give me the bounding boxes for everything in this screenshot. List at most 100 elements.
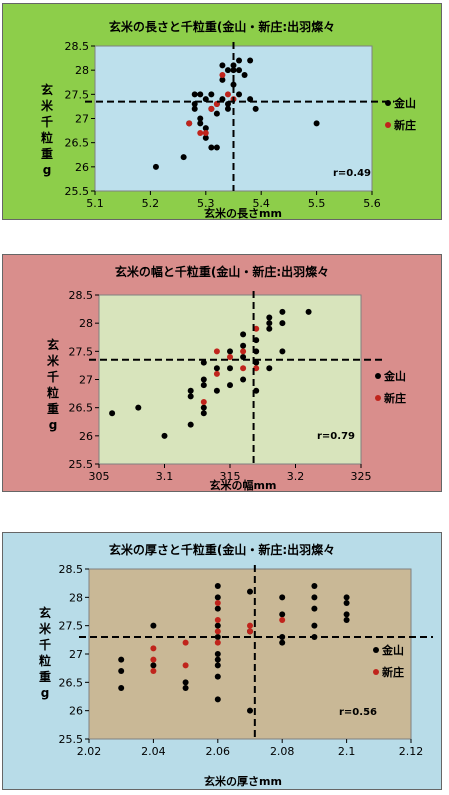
data-point-kaneyama <box>200 376 207 383</box>
data-point-shinjo <box>247 628 253 635</box>
data-point-kaneyama <box>202 125 209 132</box>
data-point-kaneyama <box>150 622 157 629</box>
x-tick-label: 305 <box>89 470 110 483</box>
x-tick-label: 3.2 <box>287 470 305 483</box>
correlation-label: r=0.56 <box>339 707 377 718</box>
data-point-kaneyama <box>240 342 247 349</box>
chart-svg-thickness: 25.5 26 26.5 27 27.5 28 28.5 2.02 2.04 2.06 2.08 2.… <box>59 563 433 758</box>
data-point-kaneyama <box>214 622 221 629</box>
y-tick-label: 26 <box>79 430 93 443</box>
data-point-kaneyama <box>214 662 221 669</box>
data-point-shinjo <box>214 600 221 606</box>
data-point-kaneyama <box>253 387 260 394</box>
data-point-kaneyama <box>279 320 286 327</box>
data-point-kaneyama <box>197 91 204 98</box>
data-point-kaneyama <box>230 81 237 88</box>
y-tick-label: 25.5 <box>65 185 90 198</box>
data-point-kaneyama <box>343 611 350 618</box>
chart-title: 玄米の長さと千粒重(金山・新庄:出羽燦々 <box>108 20 336 34</box>
data-point-kaneyama <box>150 662 157 669</box>
data-point-kaneyama <box>214 656 221 663</box>
data-point-kaneyama <box>266 325 273 332</box>
data-point-kaneyama <box>240 353 247 360</box>
data-point-kaneyama <box>279 611 286 618</box>
chart-panel-length: 25.5 26 26.5 27 27.5 28 28.5 5.1 5.2 5.3 5.4 5.5 5.6… <box>2 3 442 220</box>
data-point-kaneyama <box>200 410 207 417</box>
data-point-kaneyama <box>214 583 221 589</box>
data-point-kaneyama <box>311 594 318 601</box>
data-point-kaneyama <box>279 348 286 355</box>
data-point-kaneyama <box>182 685 189 691</box>
data-point-kaneyama <box>214 594 221 601</box>
data-point-kaneyama <box>253 359 260 366</box>
legend: 金山 新庄 <box>375 365 406 409</box>
data-point-kaneyama <box>213 365 220 372</box>
x-tick-label: 5.4 <box>252 197 270 210</box>
data-point-kaneyama <box>187 393 194 400</box>
data-point-kaneyama <box>191 105 198 112</box>
data-point-shinjo <box>200 399 207 406</box>
legend-label: 新庄 <box>384 392 406 405</box>
data-point-kaneyama <box>279 594 286 601</box>
x-tick-label: 315 <box>220 470 241 483</box>
legend-label: 新庄 <box>382 666 404 679</box>
plot-area <box>98 294 362 465</box>
data-point-kaneyama <box>311 605 318 612</box>
legend-marker <box>385 100 391 106</box>
data-point-kaneyama <box>227 365 233 372</box>
data-point-kaneyama <box>180 154 187 161</box>
data-point-kaneyama <box>208 144 215 151</box>
y-tick-label: 25.5 <box>69 458 94 471</box>
y-tick-label: 28.5 <box>59 563 84 576</box>
x-axis-label: 玄米の長さmm <box>204 207 282 220</box>
x-axis-label: 玄米の幅mm <box>209 479 277 492</box>
data-point-shinjo <box>150 645 157 652</box>
data-point-kaneyama <box>224 67 231 74</box>
data-point-kaneyama <box>213 110 220 117</box>
y-tick-label: 27 <box>75 113 89 126</box>
x-tick-label: 3.1 <box>156 470 174 483</box>
data-point-shinjo <box>247 622 253 629</box>
legend-item-kaneyama: 金山 <box>385 92 416 114</box>
data-point-shinjo <box>182 639 189 646</box>
y-tick-label: 28 <box>69 591 83 604</box>
data-point-kaneyama <box>197 120 204 127</box>
data-point-kaneyama <box>311 583 318 589</box>
data-point-kaneyama <box>200 404 207 411</box>
chart-title: 玄米の厚さと千粒重(金山・新庄:出羽燦々 <box>108 543 336 557</box>
data-point-kaneyama <box>227 382 233 389</box>
legend-label: 金山 <box>384 370 406 383</box>
data-point-kaneyama <box>214 605 221 612</box>
data-point-kaneyama <box>200 359 207 366</box>
data-point-kaneyama <box>213 144 220 151</box>
data-point-shinjo <box>150 668 157 674</box>
y-tick-label: 27.5 <box>59 620 84 633</box>
x-axis-label: 玄米の厚さmm <box>204 775 282 788</box>
y-tick-label: 26 <box>69 705 83 718</box>
data-point-kaneyama <box>266 365 273 372</box>
data-point-shinjo <box>208 105 215 112</box>
data-point-shinjo <box>202 130 209 136</box>
y-tick-label: 28.5 <box>65 40 90 53</box>
x-tick-label: 2.06 <box>206 745 231 758</box>
y-tick-label: 28 <box>79 317 93 330</box>
y-tick-label: 26.5 <box>65 137 90 150</box>
data-point-shinjo <box>182 662 189 669</box>
data-point-shinjo <box>227 353 233 360</box>
legend: 金山 新庄 <box>385 92 416 136</box>
data-point-kaneyama <box>236 57 243 64</box>
x-tick-label: 5.3 <box>197 197 215 210</box>
data-point-kaneyama <box>191 91 198 98</box>
data-point-kaneyama <box>161 432 168 439</box>
data-point-kaneyama <box>224 105 231 112</box>
data-point-shinjo <box>224 91 231 98</box>
legend-label: 新庄 <box>394 119 416 132</box>
legend-item-kaneyama: 金山 <box>375 365 406 387</box>
data-point-kaneyama <box>279 308 286 315</box>
y-tick-label: 27.5 <box>65 88 90 101</box>
data-point-kaneyama <box>200 382 207 389</box>
y-tick-label: 26 <box>75 161 89 174</box>
x-tick-label: 2.08 <box>270 745 295 758</box>
data-point-shinjo <box>240 348 247 355</box>
data-point-kaneyama <box>214 673 221 680</box>
